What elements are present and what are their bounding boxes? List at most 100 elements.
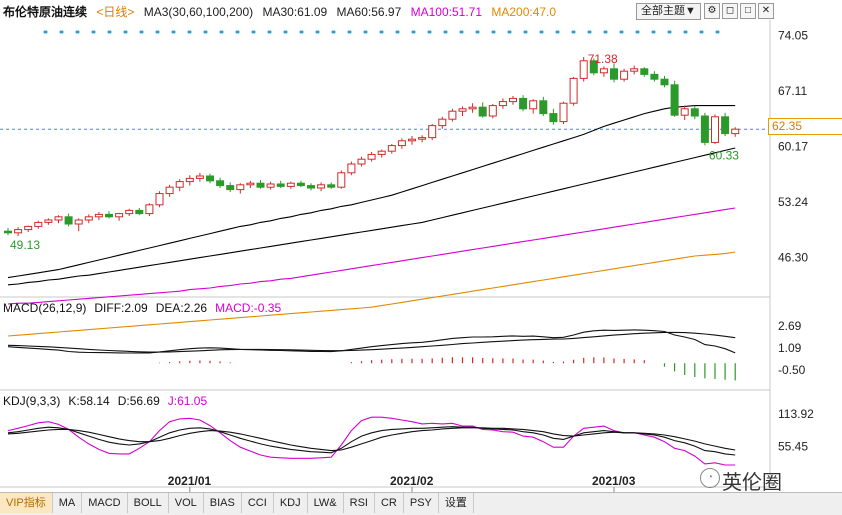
kdj-d-label: D:56.69: [118, 394, 160, 408]
candle-body: [317, 184, 326, 189]
candle-body: [387, 145, 396, 152]
tab-2[interactable]: MACD: [82, 493, 128, 513]
candle-body: [509, 97, 517, 103]
chart-canvas[interactable]: 74.05 67.11 60.17 53.24 46.30 71.38 49.13 60.33…: [0, 0, 842, 492]
ma100-line: [7, 207, 736, 305]
settings-icon[interactable]: ⚙: [704, 3, 720, 19]
ma-group-label[interactable]: MA3(30,60,100,200): [143, 5, 254, 19]
candle-body: [458, 108, 467, 112]
date-tick-label: 2021/03: [592, 474, 636, 488]
restore-icon[interactable]: ◻: [722, 3, 738, 19]
low-annotation-recent: 60.33: [709, 148, 739, 162]
kdj-j-label: J:61.05: [168, 394, 208, 408]
candle-body: [276, 183, 285, 187]
candle-body: [620, 70, 629, 80]
ma60-label: MA60:56.97: [336, 5, 402, 19]
candle-body: [94, 213, 103, 218]
close-icon[interactable]: ✕: [758, 3, 774, 19]
price-tick-label: 46.30: [778, 251, 808, 265]
price-tick-label: 74.05: [778, 29, 808, 43]
candle-body: [721, 116, 730, 135]
candle-body: [135, 209, 144, 215]
period-label[interactable]: <日线>: [96, 5, 135, 19]
candle-body: [14, 229, 23, 234]
candle-body: [529, 100, 538, 110]
candle-body: [731, 128, 740, 135]
tab-1[interactable]: MA: [53, 493, 83, 513]
ma100-label: MA100:51.71: [410, 5, 482, 19]
tab-5[interactable]: BIAS: [204, 493, 242, 513]
tab-3[interactable]: BOLL: [128, 493, 169, 513]
candle-body: [680, 108, 689, 116]
candle-body: [408, 138, 416, 142]
candle-body: [519, 97, 528, 110]
last-price-label: 62.35: [768, 118, 842, 135]
tab-8[interactable]: LW&: [308, 493, 344, 513]
candle-body: [448, 110, 457, 120]
ma30-line: [7, 105, 736, 279]
candle-body: [438, 118, 447, 127]
candle-body: [488, 105, 497, 117]
kdj-tick-label: 55.45: [778, 439, 808, 453]
maximize-icon[interactable]: □: [740, 3, 756, 19]
date-tick-label: 2021/01: [168, 474, 212, 488]
candle-body: [327, 184, 336, 188]
candle-body: [559, 102, 568, 123]
candle-body: [236, 184, 245, 191]
ma30-label: MA30:61.09: [262, 5, 328, 19]
kdj-k-line: [7, 426, 736, 456]
candle-body: [347, 163, 356, 174]
candle-body: [54, 216, 63, 221]
candle-body: [468, 106, 477, 110]
tab-9[interactable]: RSI: [344, 493, 375, 513]
tab-4[interactable]: VOL: [169, 493, 204, 513]
candle-body: [650, 73, 659, 80]
candle-body: [478, 106, 487, 117]
candle-body: [498, 101, 507, 107]
candle-body: [418, 137, 427, 140]
candle-body: [579, 60, 588, 79]
candle-body: [195, 175, 204, 179]
candle-body: [549, 113, 558, 123]
candle-body: [24, 225, 33, 231]
macd-title: MACD(26,12,9): [3, 301, 86, 315]
candle-body: [610, 68, 618, 80]
price-tick-label: 67.11: [778, 84, 807, 98]
macd-tick-label: -0.50: [778, 363, 806, 377]
tab-10[interactable]: CR: [375, 493, 404, 513]
candle-body: [296, 182, 305, 187]
candle-body: [670, 84, 679, 116]
macd-tick-label: 1.09: [778, 341, 802, 355]
ma60-line: [7, 147, 736, 286]
candle-body: [266, 183, 275, 188]
candle-body: [630, 68, 639, 72]
macd-value-label: MACD:-0.35: [215, 301, 281, 315]
tab-0[interactable]: VIP指标: [0, 493, 53, 513]
tab-6[interactable]: CCI: [242, 493, 274, 513]
macd-dea-line: [7, 331, 736, 353]
candle-body: [185, 177, 194, 183]
candle-body: [216, 180, 225, 187]
tab-7[interactable]: KDJ: [274, 493, 308, 513]
kdj-d-line: [7, 427, 736, 452]
candle-body: [700, 115, 709, 143]
theme-dropdown[interactable]: 全部主题▼: [636, 3, 701, 20]
candle-body: [589, 60, 598, 74]
candle-body: [84, 216, 93, 221]
candle-body: [74, 219, 83, 225]
candle-body: [307, 185, 315, 189]
candle-body: [206, 175, 214, 182]
candle-body: [428, 125, 437, 139]
price-tick-label: 60.17: [778, 140, 808, 154]
candle-body: [155, 193, 164, 206]
candle-body: [599, 68, 608, 74]
candle-body: [256, 182, 265, 188]
candle-body: [690, 108, 699, 117]
candle-body: [357, 158, 366, 165]
watermark-text: 英伦圈: [722, 470, 782, 494]
tab-12[interactable]: 设置: [439, 493, 474, 513]
tab-11[interactable]: PSY: [404, 493, 439, 513]
candle-body: [337, 172, 346, 188]
candle-body: [175, 181, 184, 188]
candle-body: [145, 204, 154, 215]
